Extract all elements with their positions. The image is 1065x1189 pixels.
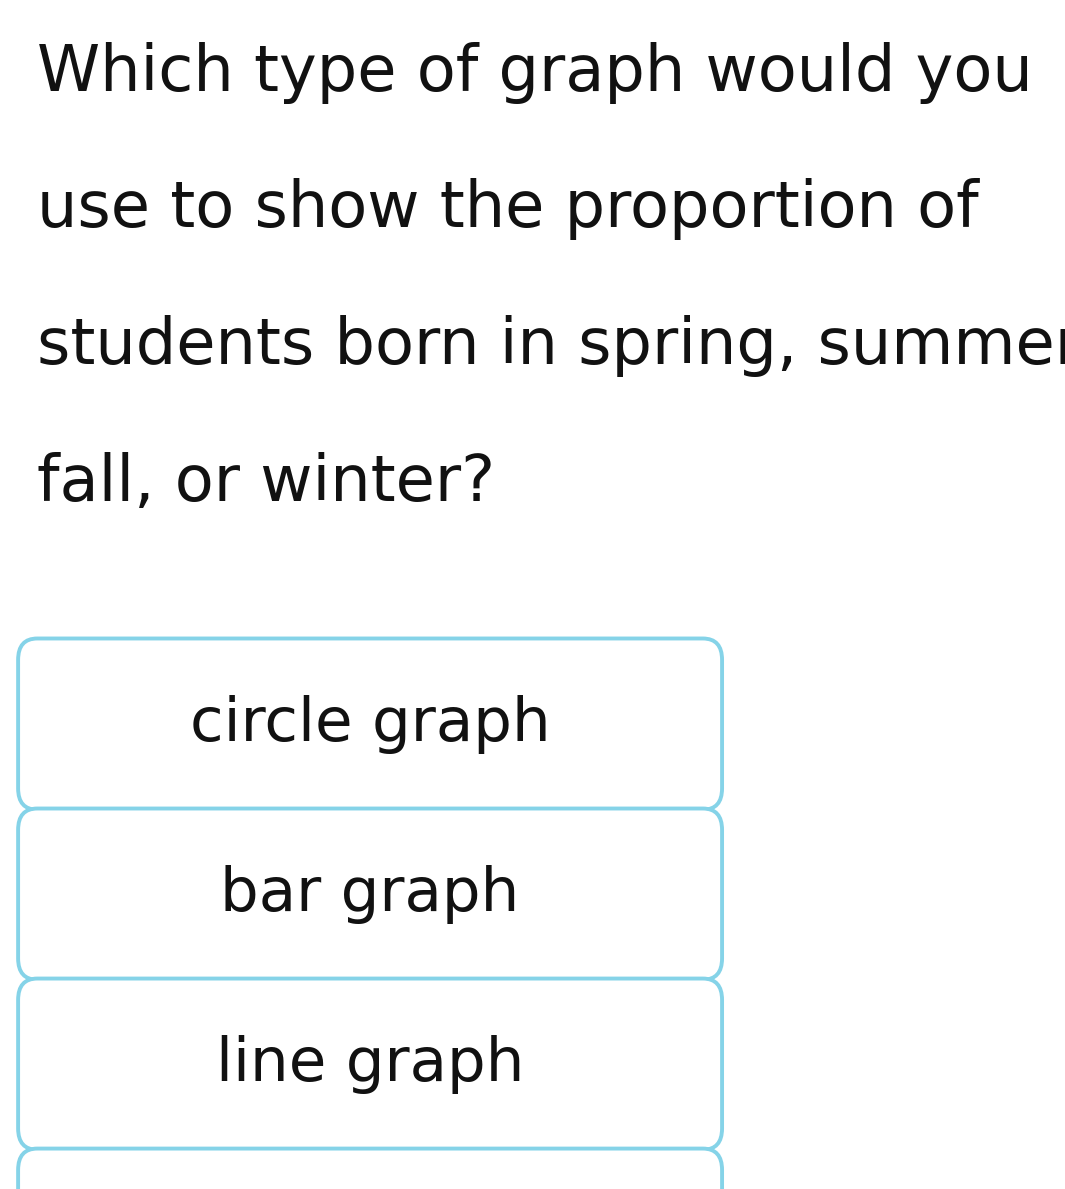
FancyBboxPatch shape: [18, 979, 722, 1150]
FancyBboxPatch shape: [18, 638, 722, 810]
Text: bar graph: bar graph: [220, 864, 520, 924]
Text: line graph: line graph: [216, 1034, 524, 1094]
FancyBboxPatch shape: [18, 809, 722, 980]
FancyBboxPatch shape: [18, 1149, 722, 1189]
Text: Which type of graph would you: Which type of graph would you: [37, 42, 1033, 103]
Text: students born in spring, summer,: students born in spring, summer,: [37, 315, 1065, 377]
Text: use to show the proportion of: use to show the proportion of: [37, 178, 979, 240]
Text: circle graph: circle graph: [190, 694, 551, 754]
Text: fall, or winter?: fall, or winter?: [37, 452, 495, 514]
